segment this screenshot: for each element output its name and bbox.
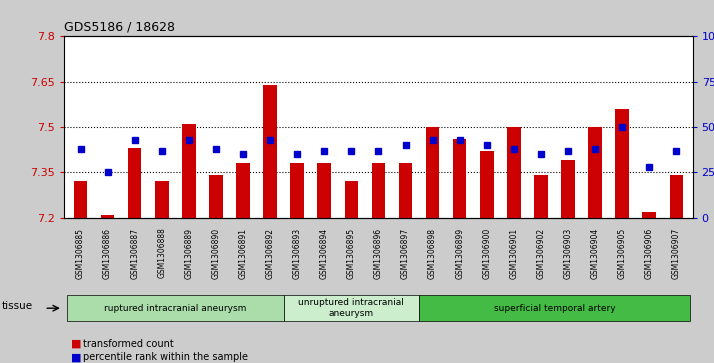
Bar (643, 212, 656, 218)
Text: superficial temporal artery: superficial temporal artery (493, 304, 615, 313)
Text: unruptured intracranial
aneurysm: unruptured intracranial aneurysm (298, 298, 404, 318)
Bar (426, 127, 439, 218)
Bar (182, 124, 196, 218)
Bar (263, 85, 277, 218)
Bar (561, 160, 575, 218)
Bar (534, 175, 548, 218)
Bar (670, 175, 683, 218)
Text: ■: ■ (71, 352, 82, 362)
Bar (453, 139, 466, 218)
Text: GDS5186 / 18628: GDS5186 / 18628 (64, 21, 175, 34)
Bar (155, 182, 169, 218)
Bar (398, 163, 412, 218)
Bar (588, 127, 602, 218)
Text: tissue: tissue (2, 301, 34, 311)
Bar (318, 163, 331, 218)
Bar (101, 215, 114, 218)
Bar (236, 163, 250, 218)
Text: ruptured intracranial aneurysm: ruptured intracranial aneurysm (104, 304, 246, 313)
Bar (128, 148, 141, 218)
Bar (480, 151, 493, 218)
Bar (209, 175, 223, 218)
Text: percentile rank within the sample: percentile rank within the sample (83, 352, 248, 362)
Bar (615, 109, 629, 218)
Bar (372, 163, 385, 218)
Bar (291, 163, 304, 218)
Text: ■: ■ (71, 339, 82, 349)
Bar (507, 127, 521, 218)
Text: transformed count: transformed count (83, 339, 174, 349)
Bar (74, 182, 87, 218)
Bar (345, 182, 358, 218)
